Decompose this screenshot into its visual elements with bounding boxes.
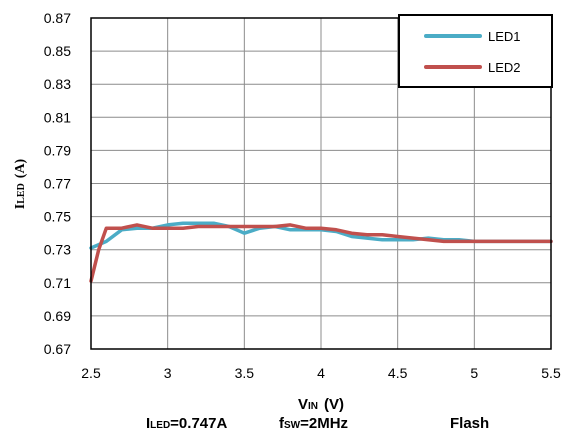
legend: LED1 LED2 xyxy=(398,14,553,88)
condition-iled-value: =0.747A xyxy=(170,415,227,432)
x-tick-label: 4.5 xyxy=(388,365,408,381)
x-tick-label: 3.5 xyxy=(235,365,255,381)
condition-fsw: fSW=2MHz xyxy=(279,415,348,432)
y-tick-label: 0.75 xyxy=(44,209,71,225)
condition-iled-main: I xyxy=(146,415,150,432)
x-tick-label: 5 xyxy=(470,365,478,381)
y-tick-label: 0.81 xyxy=(44,109,71,125)
y-tick-label: 0.73 xyxy=(44,242,71,258)
y-tick-label: 0.87 xyxy=(44,10,71,26)
series-line-led2 xyxy=(89,223,553,283)
x-axis-label: VIN (V) xyxy=(298,396,344,413)
y-tick-labels: 0.67 0.69 0.71 0.73 0.75 0.77 0.79 0.81 0.83 0.85… xyxy=(44,10,71,357)
y-axis-label-unit: (A) xyxy=(13,158,28,178)
y-axis-label-main: I xyxy=(13,204,28,209)
x-axis-label-main: V xyxy=(298,396,308,413)
plot-frame xyxy=(90,17,552,350)
x-tick-label: 3 xyxy=(164,365,172,381)
condition-fsw-main: f xyxy=(279,415,285,432)
x-tick-label: 2.5 xyxy=(81,365,101,381)
legend-box xyxy=(398,14,553,88)
condition-iled: ILED=0.747A xyxy=(146,415,227,432)
condition-mode: Flash xyxy=(450,415,489,432)
x-axis-label-sub: IN xyxy=(308,401,318,412)
y-tick-label: 0.85 xyxy=(44,43,71,59)
x-tick-label: 4 xyxy=(317,365,325,381)
x-axis-label-unit: (V) xyxy=(324,396,344,413)
y-axis-label-sub: LED xyxy=(16,183,27,204)
y-tick-label: 0.77 xyxy=(44,176,71,192)
y-tick-label: 0.83 xyxy=(44,76,71,92)
condition-iled-sub: LED xyxy=(150,420,170,431)
legend-label-led1: LED1 xyxy=(488,29,521,44)
y-tick-label: 0.67 xyxy=(44,341,71,357)
y-tick-label: 0.69 xyxy=(44,308,71,324)
x-tick-label: 5.5 xyxy=(541,365,561,381)
legend-label-led2: LED2 xyxy=(488,60,521,75)
condition-fsw-sub: SW xyxy=(284,420,301,431)
series-lines xyxy=(89,221,553,283)
y-tick-label: 0.71 xyxy=(44,275,71,291)
y-axis-label: ILED (A) xyxy=(13,158,28,209)
condition-fsw-value: =2MHz xyxy=(300,415,348,432)
x-tick-labels: 2.5 3 3.5 4 4.5 5 5.5 xyxy=(81,365,561,381)
y-tick-label: 0.79 xyxy=(44,142,71,158)
